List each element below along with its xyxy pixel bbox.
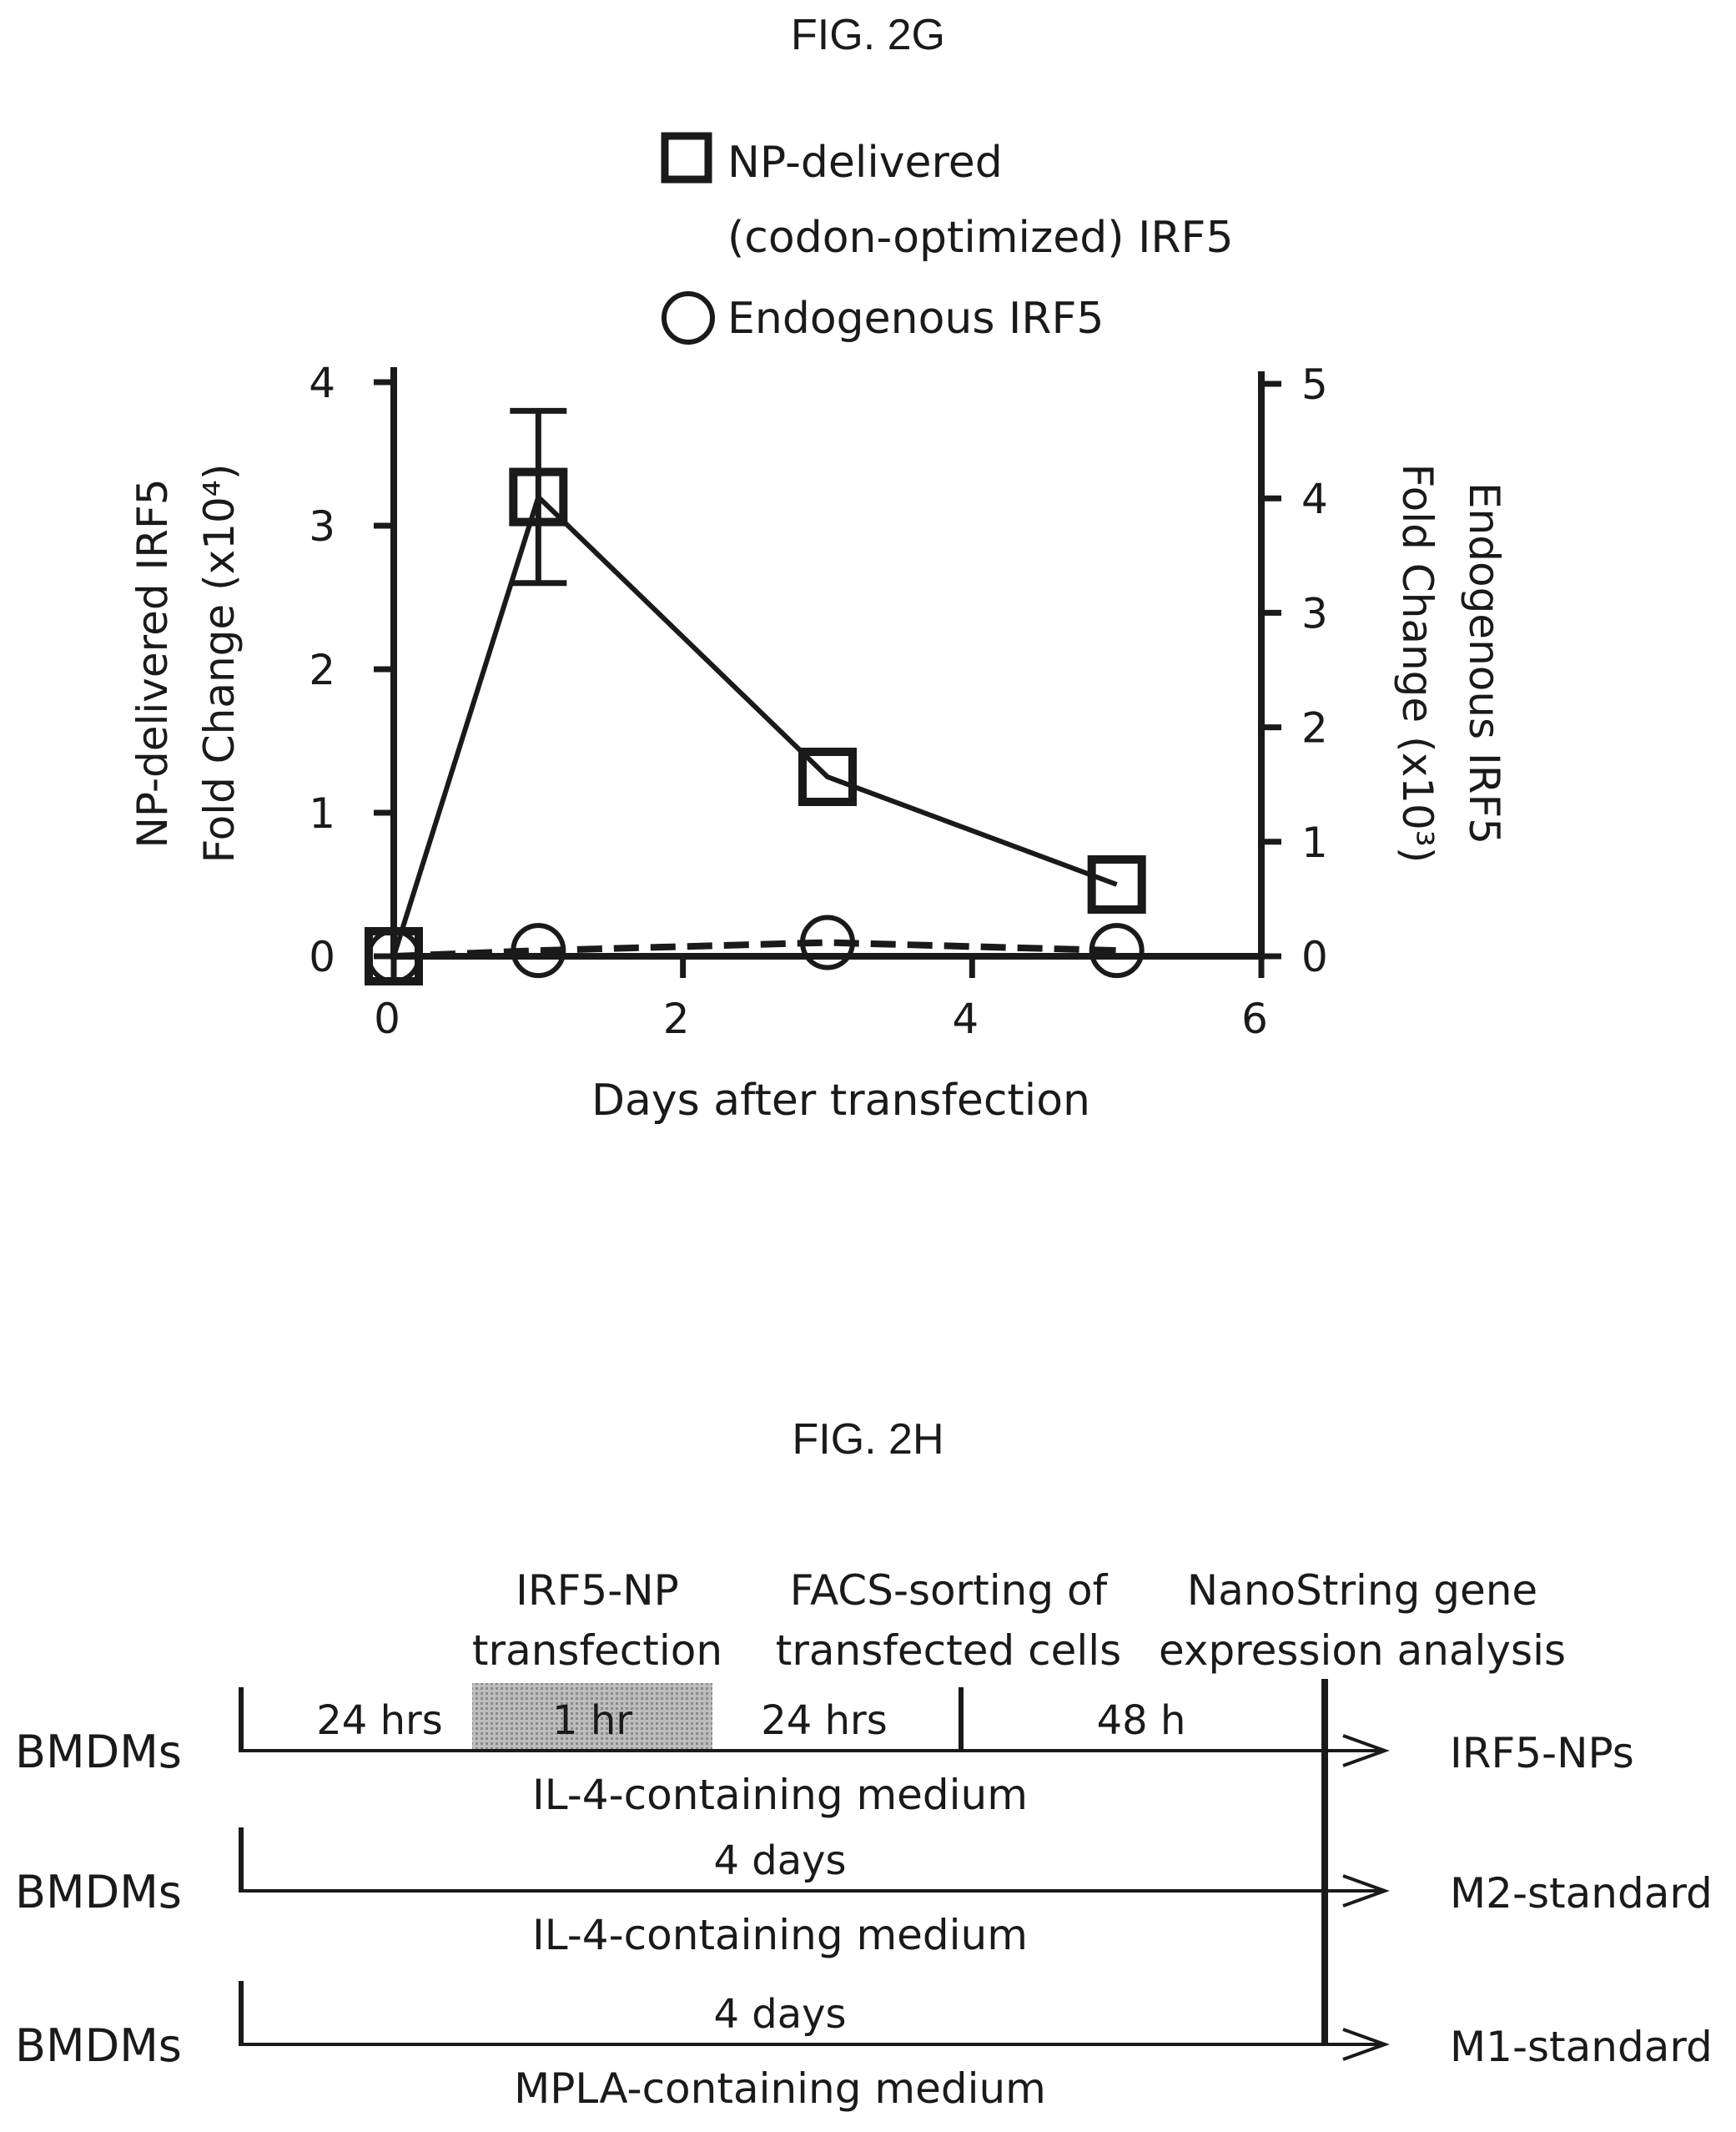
step-transfection-line1: IRF5-NP [516,1566,679,1615]
row2-end-label: M2-standard [1450,1869,1713,1918]
timeline-row-irf5-nps: 24 hrs 1 hr 24 hrs 48 h BMDMs IRF5-NPs I… [15,1683,1634,1819]
figure-2g-title: FIG. 2G [791,11,945,59]
row3-end-label: M1-standard [1450,2023,1713,2071]
row2-duration: 4 days [713,1837,846,1884]
row1-end-label: IRF5-NPs [1450,1729,1634,1777]
chart-axes [390,367,1265,960]
step-facs-line2: transfected cells [776,1626,1121,1675]
row1-duration-4: 48 h [1097,1697,1186,1744]
row1-duration-3: 24 hrs [761,1697,888,1744]
series-lines [391,492,1118,960]
y-tick-label-left: 2 [309,646,335,694]
step-nanostring-line2: expression analysis [1159,1626,1566,1675]
row1-medium-label: IL-4-containing medium [532,1771,1028,1819]
y-tick-label-left: 1 [309,789,335,838]
x-tick-label: 6 [1241,995,1268,1043]
row3-start-label: BMDMs [15,2019,182,2072]
row3-duration: 4 days [713,1991,846,2038]
np-delivered-marker [798,748,857,806]
endogenous-marker [1089,923,1145,979]
x-tick-label: 2 [663,995,690,1043]
row1-duration-1: 24 hrs [316,1697,443,1744]
row2-start-label: BMDMs [15,1866,182,1918]
row3-medium-label: MPLA-containing medium [514,2064,1046,2113]
axis-ticks [374,379,1281,978]
timeline-row-m2-standard: 4 days BMDMs M2-standard IL-4-containing… [15,1827,1713,1959]
step-facs-line1: FACS-sorting of [790,1566,1109,1615]
row1-start-label: BMDMs [15,1726,182,1778]
x-tick-label: 0 [374,995,400,1043]
y-tick-label-right: 2 [1301,704,1328,753]
y-tick-label-right: 3 [1301,589,1328,638]
row3-arrow-head [1342,2028,1390,2061]
legend-square-marker [661,132,712,184]
x-tick-label: 4 [952,995,979,1043]
np-delivered-marker [509,467,568,527]
y-tick-label-left: 3 [309,502,335,551]
legend-circle-marker [662,291,715,345]
y-tick-label-left: 4 [309,359,335,407]
y-axis-right-label-line1: Endogenous IRF5 [1460,482,1508,844]
legend-circle-label: Endogenous IRF5 [727,294,1104,344]
step-transfection-line2: transfection [472,1626,722,1675]
legend: NP-delivered (codon-optimized) IRF5 Endo… [661,132,1234,345]
row2-medium-label: IL-4-containing medium [532,1911,1028,1959]
np-delivered-marker [1087,855,1146,914]
y-tick-label-right: 5 [1301,360,1328,409]
row1-duration-2: 1 hr [552,1697,632,1744]
y-tick-label-right: 1 [1301,819,1328,867]
row1-arrow-head [1342,1734,1390,1767]
y-tick-label-right: 4 [1301,475,1328,523]
endogenous-marker [800,915,855,970]
endogenous-marker [366,929,421,984]
y-axis-right-label-line2: Fold Change (x10³) [1393,464,1442,864]
x-axis-label: Days after transfection [591,1076,1090,1126]
y-tick-label-right: 0 [1301,933,1328,981]
np-delivered-line [391,492,1118,957]
endogenous-marker [511,923,566,979]
fold-change-chart: NP-delivered (codon-optimized) IRF5 Endo… [128,132,1508,1126]
y-tick-label-left: 0 [309,933,335,981]
transfection-period-shading [472,1683,712,1750]
row2-arrow-head [1342,1874,1390,1908]
y-axis-left-label-line1: NP-delivered IRF5 [128,478,177,848]
y-axis-left-label-line2: Fold Change (x10⁴) [195,464,244,864]
figure-2h-title: FIG. 2H [792,1415,944,1464]
legend-square-label-line1: NP-delivered [727,138,1003,188]
series-markers [365,407,1146,985]
step-nanostring-line1: NanoString gene [1187,1566,1537,1615]
timeline-row-m1-standard: 4 days BMDMs M1-standard MPLA-containing… [15,1981,1713,2113]
legend-square-label-line2: (codon-optimized) IRF5 [727,213,1234,263]
